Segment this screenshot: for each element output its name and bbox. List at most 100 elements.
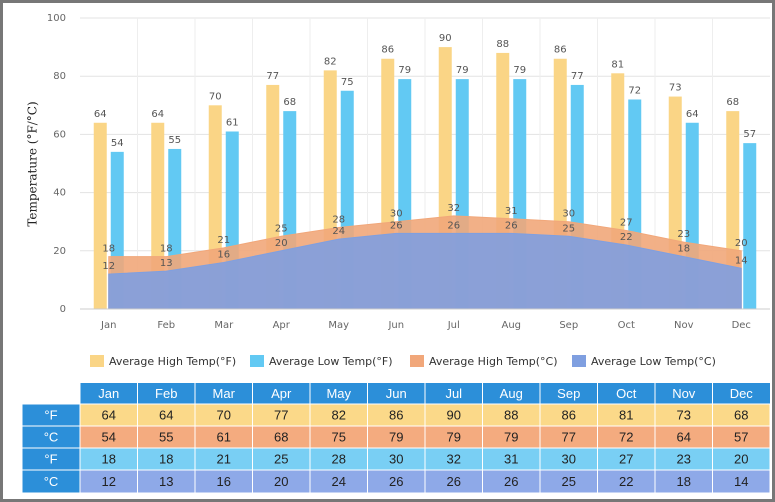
table-header-cell: Jun [386,386,407,401]
table-cell: 28 [332,451,346,466]
data-label: 73 [669,83,682,94]
table-cell: 21 [217,451,231,466]
table-cell: 20 [274,474,288,489]
table-cell: 79 [504,429,518,444]
data-label: 14 [735,255,748,266]
data-label: 12 [102,261,115,272]
data-label: 90 [439,33,452,44]
legend-swatch [410,355,424,367]
table-row-label: °C [44,474,59,489]
table-cell: 68 [274,429,288,444]
table-cell: 70 [217,407,231,422]
data-label: 30 [562,209,575,220]
x-tick-label: Mar [214,320,234,331]
table-cell: 18 [677,474,691,489]
data-label: 77 [266,71,279,82]
table-row-label: °F [44,451,57,466]
data-label: 68 [726,97,739,108]
data-label: 30 [390,209,403,220]
x-tick-label: Aug [501,320,521,331]
data-label: 24 [332,226,345,237]
legend-swatch [90,355,104,367]
table-header-cell: Aug [500,386,523,401]
table-header-cell: Jul [445,386,462,401]
table-cell: 13 [159,474,173,489]
data-label: 31 [505,206,518,217]
table-cell: 64 [677,429,691,444]
legend-label: Average High Temp(°F) [109,355,236,368]
table-cell: 25 [562,474,576,489]
table-cell: 82 [332,407,346,422]
legend-label: Average High Temp(°C) [429,355,558,368]
data-label: 27 [620,217,633,228]
table-cell: 25 [274,451,288,466]
table-cell: 77 [274,407,288,422]
data-label: 75 [341,77,354,88]
table-cell: 12 [102,474,116,489]
table-cell: 18 [159,451,173,466]
table-cell: 55 [159,429,173,444]
legend-label: Average Low Temp(°F) [269,355,393,368]
table-cell: 26 [504,474,518,489]
x-tick-label: Jun [387,320,404,331]
table-cell: 81 [619,407,633,422]
table-cell: 14 [734,474,748,489]
table-header-cell: Jan [98,386,119,401]
data-label: 79 [398,65,411,76]
table-cell: 88 [504,407,518,422]
data-label: 68 [283,97,296,108]
table-header-cell: Mar [213,386,236,401]
data-label: 55 [168,135,181,146]
x-tick-label: Feb [157,320,175,331]
data-label: 64 [94,109,107,120]
table-cell: 16 [217,474,231,489]
table-cell: 23 [677,451,691,466]
x-tick-label: Jan [100,320,116,331]
table-cell: 61 [217,429,231,444]
data-label: 26 [505,220,518,231]
y-axis-label: Temperature (°F/°C) [26,101,40,226]
table-header-cell: Feb [155,386,177,401]
table-row-label: °C [44,429,59,444]
table-cell: 18 [102,451,116,466]
y-tick-label: 0 [60,304,66,315]
table-cell: 26 [447,474,461,489]
bar [743,143,757,309]
table-cell: 75 [332,429,346,444]
legend-swatch [572,355,586,367]
data-label: 32 [447,203,460,214]
y-tick-label: 80 [53,71,66,82]
legend-swatch [250,355,264,367]
table-cell: 30 [389,451,403,466]
x-tick-label: Nov [674,320,694,331]
data-label: 23 [677,229,690,240]
data-label: 18 [677,244,690,255]
table-cell: 77 [562,429,576,444]
table-row-label: °F [44,407,57,422]
data-label: 64 [151,109,164,120]
table-cell-bg [712,469,771,494]
bar [93,122,107,309]
table-header-cell: Nov [672,386,696,401]
data-label: 18 [102,244,115,255]
area [108,232,742,310]
table-header-cell: May [326,386,351,401]
data-label: 81 [611,59,624,70]
x-tick-label: May [328,320,349,331]
data-label: 86 [554,45,567,56]
table-cell: 54 [102,429,116,444]
data-label: 21 [217,235,230,246]
table-cell: 72 [619,429,633,444]
y-tick-label: 100 [47,13,66,24]
data-label: 20 [275,238,288,249]
table-cell: 32 [447,451,461,466]
x-tick-label: Dec [732,320,751,331]
table-header-cell: Oct [616,386,637,401]
table-cell: 79 [389,429,403,444]
data-label: 25 [275,223,288,234]
table-cell: 64 [159,407,173,422]
x-tick-label: Apr [273,320,291,331]
table-cell: 68 [734,407,748,422]
